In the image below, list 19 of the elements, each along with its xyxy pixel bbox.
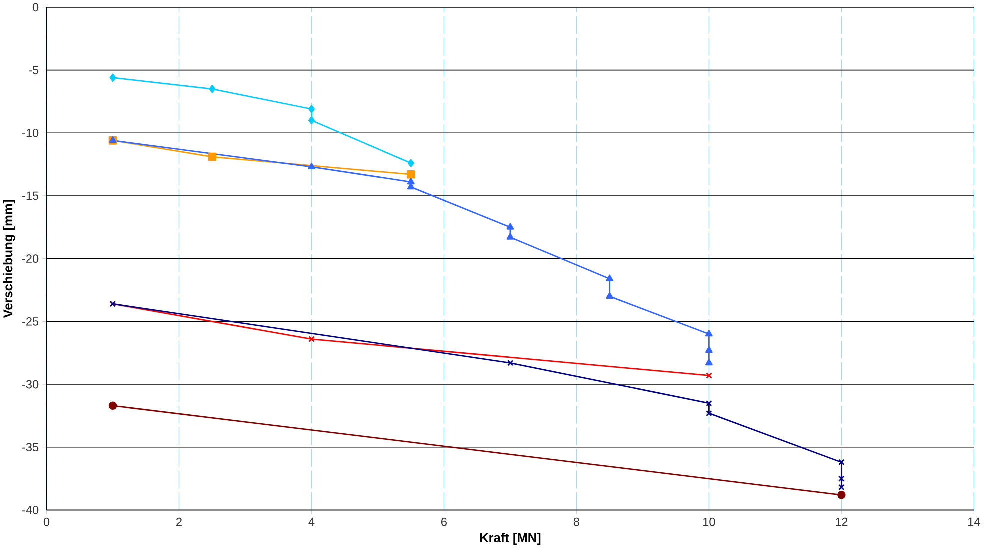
x-tick-label: 8: [574, 518, 580, 526]
y-tick-label: -15: [22, 192, 39, 200]
x-tick-label: 14: [968, 518, 980, 526]
y-axis-title: Verschiebung [mm]: [3, 200, 16, 318]
y-tick-label: -40: [22, 506, 39, 514]
x-tick-label: 0: [44, 518, 50, 526]
x-tick-label: 6: [442, 518, 447, 526]
y-tick-label: -20: [22, 254, 39, 263]
x-tick-label: 4: [308, 518, 315, 526]
x-axis-title: Kraft [MN]: [480, 532, 541, 545]
x-tick-label: 12: [836, 518, 848, 526]
y-tick-label: -25: [22, 317, 39, 326]
y-tick-label: -30: [22, 380, 39, 389]
y-tick-label: -10: [22, 128, 39, 138]
y-tick-label: -35: [22, 443, 39, 452]
x-tick-label: 10: [704, 518, 716, 526]
y-tick-label: -5: [29, 66, 39, 74]
y-tick-label: 0: [32, 3, 39, 12]
x-tick-label: 2: [176, 518, 182, 526]
